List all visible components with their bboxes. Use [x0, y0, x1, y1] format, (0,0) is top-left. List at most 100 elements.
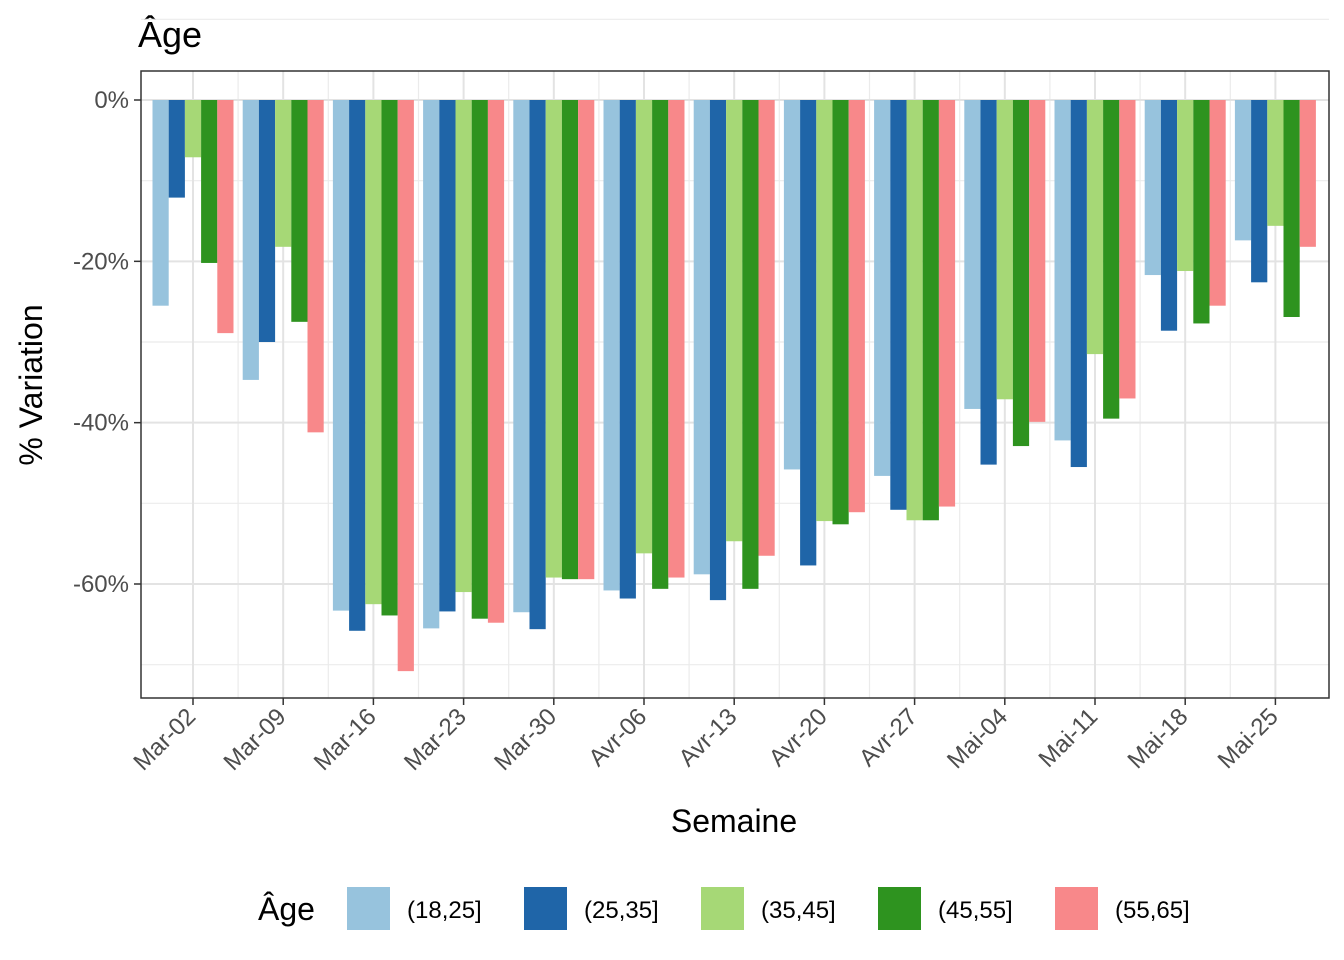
bar	[332, 100, 350, 611]
y-tick-label: -20%	[73, 248, 129, 275]
legend-label: (45,55]	[938, 897, 1013, 924]
bar	[693, 100, 710, 575]
bar	[1234, 100, 1252, 241]
x-tick-label: Mar-02	[128, 703, 201, 776]
bar	[652, 100, 669, 589]
bar	[381, 100, 398, 616]
bar	[1177, 100, 1194, 272]
x-tick-label: Mai-04	[942, 703, 1013, 774]
bar	[832, 100, 849, 525]
legend-key	[1055, 887, 1098, 930]
x-tick-label: Avr-13	[674, 703, 743, 772]
bar	[1283, 100, 1300, 317]
bar	[487, 100, 505, 623]
bar	[529, 100, 546, 630]
legend-label: (55,65]	[1115, 897, 1190, 924]
bar	[848, 100, 865, 513]
bar	[1054, 100, 1071, 441]
bar	[242, 100, 259, 380]
x-axis-title: Semaine	[671, 803, 797, 839]
bar	[874, 100, 891, 476]
x-tick-label: Mai-11	[1034, 703, 1104, 773]
x-tick-label: Mar-23	[399, 703, 472, 776]
bar	[890, 100, 907, 510]
bar	[1209, 100, 1226, 306]
bar	[184, 100, 202, 158]
bar	[603, 100, 620, 591]
bar	[980, 100, 997, 465]
bar	[758, 100, 775, 556]
bar	[816, 100, 833, 522]
bar	[168, 100, 185, 198]
x-tick-label: Mar-09	[219, 703, 292, 776]
y-tick-label: -60%	[73, 571, 129, 598]
bar	[1070, 100, 1087, 468]
bar	[668, 100, 685, 578]
bar	[291, 100, 308, 322]
bar	[1144, 100, 1161, 276]
legend-label: (25,35]	[584, 897, 659, 924]
bar	[365, 100, 382, 605]
bar	[938, 100, 956, 507]
bar	[201, 100, 218, 263]
legend-label: (35,45]	[761, 897, 836, 924]
bar	[423, 100, 440, 629]
bar	[275, 100, 292, 247]
bar	[906, 100, 923, 521]
bar	[561, 100, 579, 580]
bar	[152, 100, 169, 306]
plot-area	[141, 18, 1329, 698]
bar	[742, 100, 759, 589]
bar	[635, 100, 653, 554]
x-tick-label: Mar-30	[489, 703, 562, 776]
bar	[439, 100, 456, 612]
bar	[1029, 100, 1046, 422]
x-tick-label: Avr-20	[764, 703, 833, 772]
bar	[1012, 100, 1030, 447]
x-tick-label: Mai-18	[1122, 703, 1193, 774]
bar	[1119, 100, 1136, 399]
bar	[455, 100, 472, 593]
plot-border	[140, 70, 1330, 699]
bar	[349, 100, 366, 631]
legend-key	[524, 887, 567, 930]
bar	[1193, 100, 1210, 324]
bar	[1299, 100, 1316, 247]
legend-key	[347, 887, 390, 930]
bar	[1103, 100, 1120, 419]
bar	[783, 100, 801, 470]
bar	[1267, 100, 1284, 226]
bar	[726, 100, 743, 542]
y-axis-title: % Variation	[13, 304, 49, 465]
y-tick-label: 0%	[94, 87, 129, 114]
bar	[996, 100, 1013, 400]
legend: Âge (18,25] (25,35] (35,45] (45,55] (55,65]	[258, 887, 1190, 930]
x-tick-label: Avr-06	[583, 703, 652, 772]
x-tick-label: Mai-25	[1213, 703, 1284, 774]
bar	[545, 100, 562, 578]
bar	[471, 100, 488, 619]
bar	[258, 100, 276, 342]
bar	[217, 100, 234, 334]
bar	[964, 100, 981, 409]
legend-title: Âge	[258, 891, 315, 927]
bar	[397, 100, 414, 672]
bar	[513, 100, 530, 613]
bar	[1086, 100, 1104, 355]
chart-title: Âge	[138, 14, 202, 55]
bar	[800, 100, 817, 566]
y-tick-label: -40%	[73, 410, 129, 437]
bar	[578, 100, 595, 580]
bar	[1160, 100, 1178, 331]
x-tick-label: Mar-16	[309, 703, 382, 776]
bar	[619, 100, 636, 599]
legend-key	[878, 887, 921, 930]
legend-label: (18,25]	[407, 897, 482, 924]
x-tick-label: Avr-27	[854, 703, 923, 772]
bar	[307, 100, 324, 433]
bar	[922, 100, 939, 521]
legend-key	[701, 887, 744, 930]
bar	[1251, 100, 1268, 283]
bar	[709, 100, 727, 601]
